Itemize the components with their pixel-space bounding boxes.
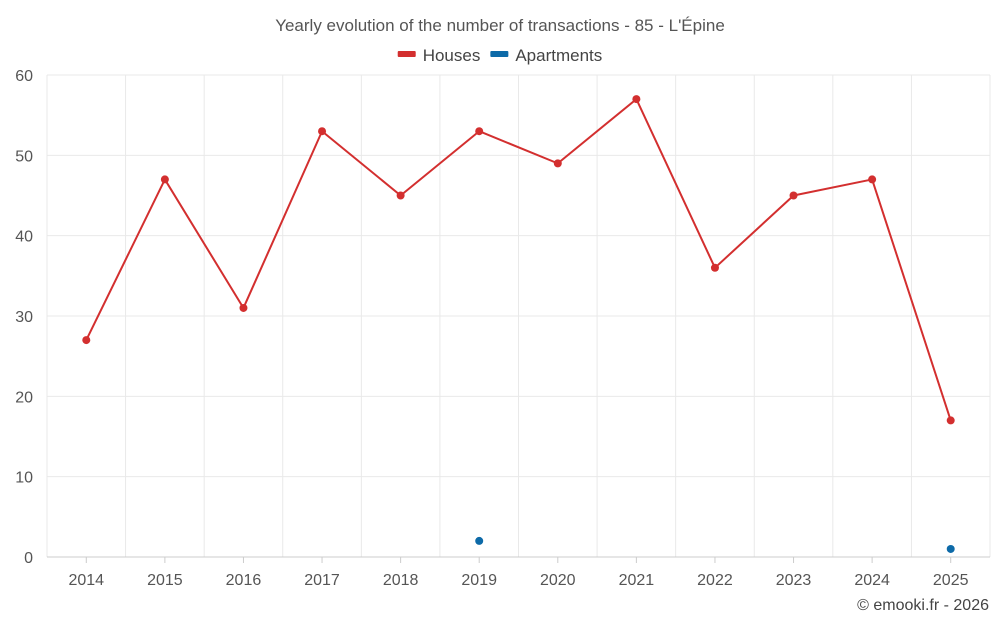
data-point-houses-2017[interactable] — [318, 127, 327, 136]
data-point-houses-2019[interactable] — [475, 127, 484, 136]
y-tick-label: 60 — [15, 68, 33, 85]
series-layer — [82, 95, 955, 553]
legend-label-houses: Houses — [423, 46, 481, 65]
data-point-houses-2020[interactable] — [553, 159, 562, 168]
series-line-houses — [85, 98, 952, 421]
data-point-houses-2021[interactable] — [632, 95, 641, 104]
x-tick-label: 2021 — [619, 572, 655, 589]
legend-label-apartments: Apartments — [515, 46, 602, 65]
y-tick-label: 0 — [24, 550, 33, 567]
x-tick-label: 2018 — [383, 572, 419, 589]
x-tick-label: 2020 — [540, 572, 576, 589]
x-tick-label: 2025 — [933, 572, 969, 589]
data-point-apartments-2019[interactable] — [475, 536, 484, 545]
y-tick-label: 40 — [15, 229, 33, 246]
series-houses — [82, 95, 955, 425]
data-point-houses-2016[interactable] — [239, 303, 248, 312]
x-tick-label: 2023 — [776, 572, 812, 589]
chart-legend: Houses Apartments — [397, 46, 602, 65]
data-point-houses-2014[interactable] — [82, 336, 91, 345]
data-point-houses-2023[interactable] — [789, 191, 798, 200]
data-point-apartments-2025[interactable] — [946, 544, 955, 553]
data-point-houses-2015[interactable] — [160, 175, 169, 184]
y-tick-label: 10 — [15, 470, 33, 487]
x-tick-label: 2015 — [147, 572, 183, 589]
y-tick-label: 30 — [15, 309, 33, 326]
x-tick-label: 2014 — [68, 572, 104, 589]
credit-label: © emooki.fr - 2026 — [857, 597, 989, 614]
data-point-houses-2022[interactable] — [710, 263, 719, 272]
x-tick-label: 2017 — [304, 572, 340, 589]
y-tick-label: 20 — [15, 389, 33, 406]
x-tick-label: 2019 — [461, 572, 497, 589]
data-point-houses-2018[interactable] — [396, 191, 405, 200]
chart-grid — [46, 74, 991, 557]
y-axis: 0 10 20 30 40 50 60 — [15, 68, 33, 567]
legend-swatch-houses[interactable] — [397, 51, 416, 57]
y-tick-label: 50 — [15, 148, 33, 165]
x-axis: 2014 2015 2016 2017 2018 2019 2020 2021 2022 2023… — [47, 556, 990, 589]
x-tick-label: 2022 — [697, 572, 733, 589]
x-tick-label: 2016 — [226, 572, 262, 589]
data-point-houses-2024[interactable] — [868, 175, 877, 184]
chart-title: Yearly evolution of the number of transa… — [275, 16, 725, 35]
series-apartments — [475, 536, 955, 553]
data-point-houses-2025[interactable] — [946, 416, 955, 425]
x-tick-label: 2024 — [854, 572, 890, 589]
legend-swatch-apartments[interactable] — [490, 51, 509, 57]
